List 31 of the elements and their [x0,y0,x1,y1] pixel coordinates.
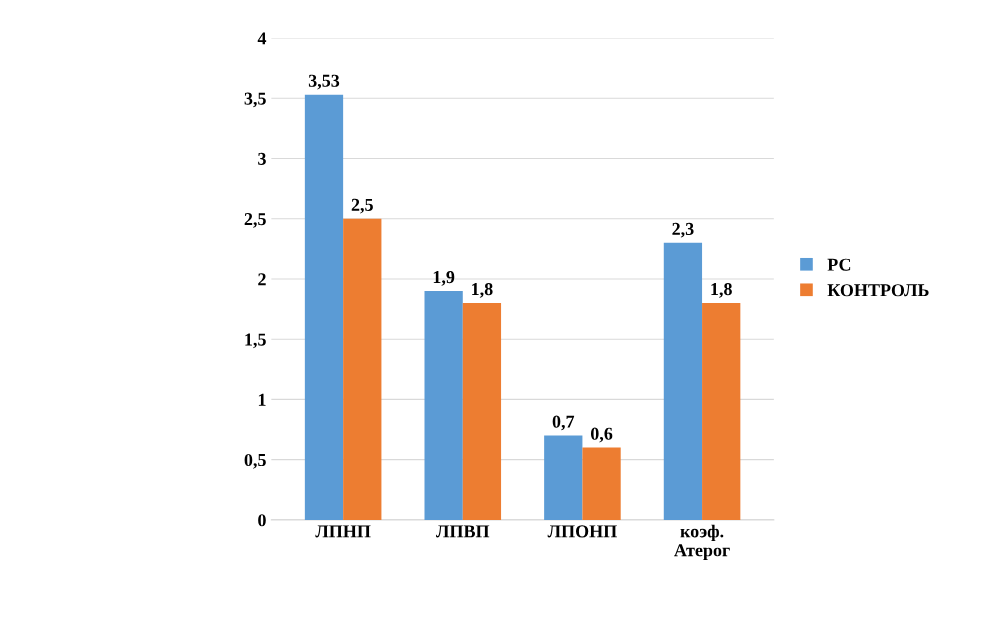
y-tick-label: 0,5 [244,453,266,469]
bar [304,94,344,520]
y-tick-label: 2 [258,273,266,286]
y-tick-label: 3,5 [244,92,266,108]
bar [582,447,621,520]
y-tick-label: 0 [258,514,266,527]
data-label: 1,9 [433,271,455,286]
y-tick-label: 2,5 [244,213,266,228]
data-label: 2,5 [351,198,373,214]
y-tick-label: 1 [258,393,266,406]
bar [343,218,382,520]
data-label: 0,6 [590,427,613,443]
data-label: 0,7 [552,415,575,431]
bar [702,303,741,520]
x-tick-label: коэф. Атерог [674,524,730,560]
y-tick-label: 4 [257,32,267,45]
legend-label: КОНТРОЛЬ [827,284,929,297]
bar [424,291,463,520]
data-label: 3,53 [308,74,340,90]
legend-label: РС [827,258,851,271]
bar [544,435,583,520]
data-label: 1,8 [711,283,732,298]
data-label: 2,3 [672,222,694,238]
data-label: 1,8 [472,283,493,298]
x-tick-label: ЛПНП [315,525,371,538]
bar [663,242,703,520]
x-tick-label: ЛПОНП [547,525,617,538]
y-tick-label: 1,5 [245,333,266,349]
bar [462,303,502,520]
x-tick-label: ЛПВП [436,525,490,538]
y-tick-label: 3 [258,152,266,165]
